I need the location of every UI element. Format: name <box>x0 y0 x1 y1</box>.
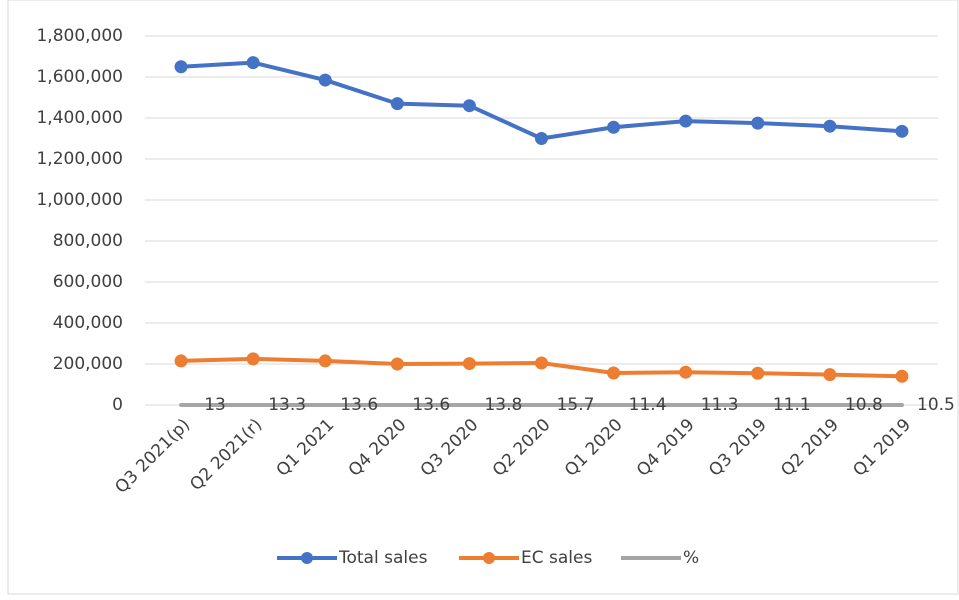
y-tick-label: 1,600,000 <box>36 67 123 87</box>
data-label: 11.4 <box>629 395 667 415</box>
data-label: 13 <box>204 395 226 415</box>
y-tick-label: 600,000 <box>53 272 123 292</box>
point-marker <box>247 353 259 365</box>
y-tick-label: 1,200,000 <box>36 149 123 169</box>
chart-frame <box>8 0 958 594</box>
point-marker <box>319 74 331 86</box>
y-tick-label: 1,800,000 <box>36 26 123 46</box>
legend-label: Total sales <box>338 548 428 568</box>
point-marker <box>680 366 692 378</box>
data-label: 15.7 <box>557 395 595 415</box>
point-marker <box>175 355 187 367</box>
data-label: 10.8 <box>845 395 883 415</box>
point-marker <box>608 367 620 379</box>
point-marker <box>463 358 475 370</box>
legend-marker <box>483 552 495 564</box>
data-label: 11.1 <box>773 395 811 415</box>
data-label: 13.8 <box>484 395 522 415</box>
y-tick-label: 400,000 <box>53 313 123 333</box>
y-tick-label: 200,000 <box>53 354 123 374</box>
data-label: 13.6 <box>412 395 450 415</box>
point-marker <box>319 355 331 367</box>
point-marker <box>896 370 908 382</box>
data-label: 10.5 <box>917 395 955 415</box>
point-marker <box>824 369 836 381</box>
point-marker <box>608 121 620 133</box>
point-marker <box>896 125 908 137</box>
y-tick-label: 0 <box>112 395 123 415</box>
y-tick-label: 1,400,000 <box>36 108 123 128</box>
legend-label: % <box>683 548 699 568</box>
point-marker <box>463 100 475 112</box>
point-marker <box>752 367 764 379</box>
point-marker <box>536 133 548 145</box>
point-marker <box>680 115 692 127</box>
point-marker <box>175 61 187 73</box>
data-label: 11.3 <box>701 395 739 415</box>
data-label: 13.3 <box>268 395 306 415</box>
y-tick-label: 1,000,000 <box>36 190 123 210</box>
legend-label: EC sales <box>521 548 592 568</box>
legend-marker <box>301 552 313 564</box>
data-label: 13.6 <box>340 395 378 415</box>
point-marker <box>824 120 836 132</box>
point-marker <box>752 117 764 129</box>
point-marker <box>536 357 548 369</box>
point-marker <box>247 57 259 69</box>
point-marker <box>391 98 403 110</box>
y-tick-label: 800,000 <box>53 231 123 251</box>
point-marker <box>391 358 403 370</box>
